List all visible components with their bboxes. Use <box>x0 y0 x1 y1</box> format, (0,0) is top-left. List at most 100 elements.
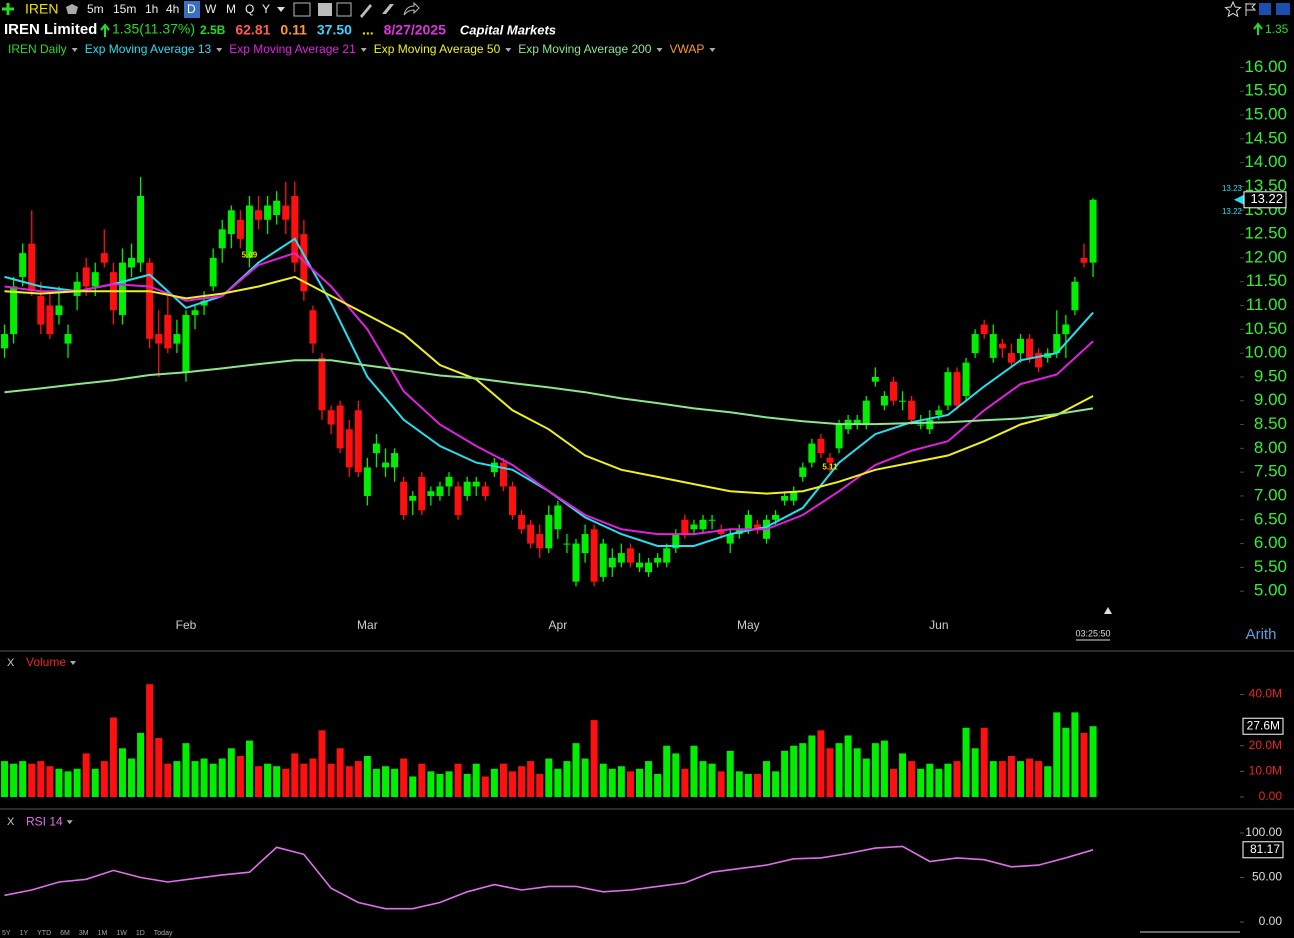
rt-badge[interactable] <box>1259 3 1271 15</box>
symbol[interactable]: IREN <box>25 1 58 17</box>
rsi-line <box>4 845 1094 910</box>
candle-body <box>998 343 1006 349</box>
candle-body <box>1053 334 1061 354</box>
volume-bar <box>155 738 163 797</box>
interval[interactable]: 5m <box>87 2 104 16</box>
pane-close[interactable]: X <box>7 657 15 669</box>
legend-entry[interactable]: IREN Daily <box>8 42 67 56</box>
scale-label[interactable]: Arith <box>1246 626 1277 643</box>
timeframe[interactable]: 6M <box>60 930 70 937</box>
candle-body <box>454 486 462 516</box>
candle-body <box>1062 324 1070 335</box>
candle-body <box>817 438 825 454</box>
interval[interactable]: 4h <box>166 2 179 16</box>
legend-entry[interactable]: Exp Moving Average 13 <box>85 42 212 56</box>
x-tick-label: Jun <box>929 618 948 632</box>
interval-menu[interactable] <box>277 7 285 12</box>
candle-body <box>336 405 344 449</box>
alert-icon[interactable] <box>1245 3 1257 16</box>
timeframe[interactable]: 1Y <box>20 930 29 937</box>
volume-bar <box>889 768 897 797</box>
volume-bar <box>944 763 952 797</box>
calc-icon[interactable] <box>336 2 352 17</box>
timeframe[interactable]: 1W <box>116 930 127 937</box>
ask-label: 13.23 <box>1222 184 1243 193</box>
volume-bar <box>418 763 426 797</box>
y-tick-label: 14.00 <box>1244 152 1287 171</box>
volume-bar <box>962 727 970 797</box>
legend-entry[interactable]: Exp Moving Average 50 <box>374 42 501 56</box>
interval[interactable]: M <box>226 2 236 16</box>
draw-icon[interactable] <box>360 4 372 18</box>
volume-bar <box>1016 761 1024 797</box>
candle-body <box>64 334 72 344</box>
volume-bar <box>980 727 988 797</box>
interval[interactable]: 1h <box>145 2 158 16</box>
moving-average-line <box>4 251 1094 536</box>
interval[interactable]: Q <box>245 2 254 16</box>
y-tick-label: 13.50 <box>1244 176 1287 195</box>
candle-body <box>472 481 480 487</box>
interval[interactable]: W <box>205 2 217 16</box>
volume-bar <box>835 743 843 797</box>
time-label: 03:25:50 <box>1075 628 1110 638</box>
compare-icon[interactable] <box>66 4 78 14</box>
candle-body <box>427 491 435 496</box>
candle-body <box>173 334 181 344</box>
volume-bar <box>862 758 870 797</box>
s-badge[interactable] <box>1276 3 1290 15</box>
chart-style-icon[interactable] <box>293 2 311 17</box>
annotate-icon[interactable] <box>382 4 394 14</box>
timeframe[interactable]: Today <box>154 930 173 937</box>
candle-body <box>118 262 126 316</box>
y-tick-label: 9.50 <box>1254 366 1287 385</box>
volume-bar <box>236 755 244 797</box>
favorite-icon[interactable] <box>1224 0 1242 18</box>
candle-body <box>681 519 689 535</box>
candle-body <box>1026 338 1034 358</box>
candle-body <box>218 229 226 249</box>
timeframe[interactable]: 1D <box>136 930 145 937</box>
candle-body <box>1071 281 1079 311</box>
y-tick-label: 0.00 <box>1259 789 1283 803</box>
legend-entry[interactable]: Exp Moving Average 200 <box>518 42 652 56</box>
candle-body <box>654 557 662 563</box>
company-name: IREN Limited <box>4 21 97 38</box>
add-icon[interactable] <box>2 3 14 15</box>
volume-bar <box>1080 732 1088 797</box>
interval[interactable]: Y <box>262 2 270 16</box>
timeframe[interactable]: 1M <box>98 930 108 937</box>
volume-bar <box>563 761 571 797</box>
volume-bar <box>926 763 934 797</box>
volume-bar <box>128 758 136 797</box>
volume-bar <box>73 768 81 797</box>
scroll-marker[interactable] <box>1104 607 1112 614</box>
bid-label: 13.22 <box>1222 207 1243 216</box>
timeframe[interactable]: 5Y <box>2 930 11 937</box>
candle-body <box>55 305 63 316</box>
legend-entry[interactable]: Exp Moving Average 21 <box>229 42 356 56</box>
x-tick-label: Mar <box>357 618 378 632</box>
interval[interactable]: D <box>187 2 196 16</box>
pane-title: Volume <box>26 655 66 669</box>
pane-close[interactable]: X <box>7 816 15 828</box>
y-tick-label: 12.50 <box>1244 224 1287 243</box>
candle-body <box>1035 353 1043 368</box>
candle-body <box>626 548 634 563</box>
volume-bar <box>100 761 108 797</box>
candle-body <box>636 562 644 568</box>
volume-bar <box>427 771 435 797</box>
indicator-icon[interactable] <box>318 3 332 16</box>
legend-entry[interactable]: VWAP <box>669 42 704 56</box>
candle-body <box>608 557 616 568</box>
quote-stat: 0.11 <box>280 22 307 38</box>
share-icon[interactable] <box>403 1 420 16</box>
candle-body <box>200 300 208 306</box>
timeframe[interactable]: 3M <box>79 930 89 937</box>
candle-body <box>1016 338 1024 354</box>
legend-menu <box>505 48 512 52</box>
candle-body <box>1007 353 1015 363</box>
volume-bar <box>699 761 707 797</box>
interval[interactable]: 15m <box>113 2 136 16</box>
timeframe[interactable]: YTD <box>37 930 51 937</box>
